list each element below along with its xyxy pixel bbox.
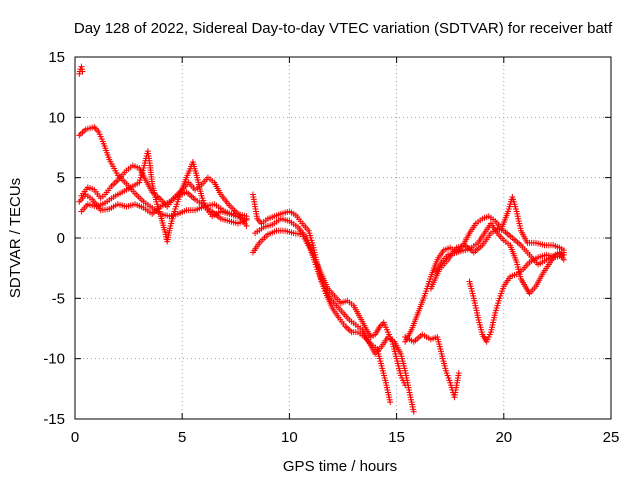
- data-point: [455, 370, 462, 377]
- y-tick-label: 15: [48, 49, 65, 66]
- data-trace: [76, 63, 86, 77]
- x-tick-label: 10: [281, 429, 298, 446]
- x-tick-label: 0: [71, 429, 79, 446]
- x-axis-label: GPS time / hours: [283, 458, 397, 475]
- y-axis-label: SDTVAR / TECUs: [7, 178, 24, 298]
- x-tick-label: 20: [495, 429, 512, 446]
- data-point: [410, 408, 417, 415]
- data-trace: [427, 225, 567, 292]
- axis-ticks: 0 5 10 15 20 25 -15 -10 -5 0 5 10 15: [43, 49, 619, 446]
- data-point: [560, 249, 567, 256]
- data-point: [79, 68, 86, 75]
- data-trace: [249, 227, 417, 415]
- y-tick-label: -10: [43, 351, 65, 368]
- data-trace: [402, 193, 567, 345]
- data-trace: [76, 189, 250, 227]
- data-point: [387, 399, 394, 406]
- y-tick-label: -15: [43, 411, 65, 428]
- data-point: [243, 216, 250, 223]
- y-tick-label: 5: [57, 170, 65, 187]
- data-points: [76, 63, 567, 415]
- data-point: [402, 382, 409, 389]
- x-tick-label: 5: [178, 429, 186, 446]
- x-tick-label: 25: [603, 429, 620, 446]
- y-tick-label: 0: [57, 230, 65, 247]
- data-trace: [252, 215, 409, 389]
- chart-title: Day 128 of 2022, Sidereal Day-to-day VTE…: [74, 20, 613, 37]
- x-tick-label: 15: [388, 429, 405, 446]
- grid-lines: [75, 57, 611, 419]
- y-tick-label: -5: [52, 290, 65, 307]
- y-tick-label: 10: [48, 109, 65, 126]
- data-point: [243, 222, 250, 229]
